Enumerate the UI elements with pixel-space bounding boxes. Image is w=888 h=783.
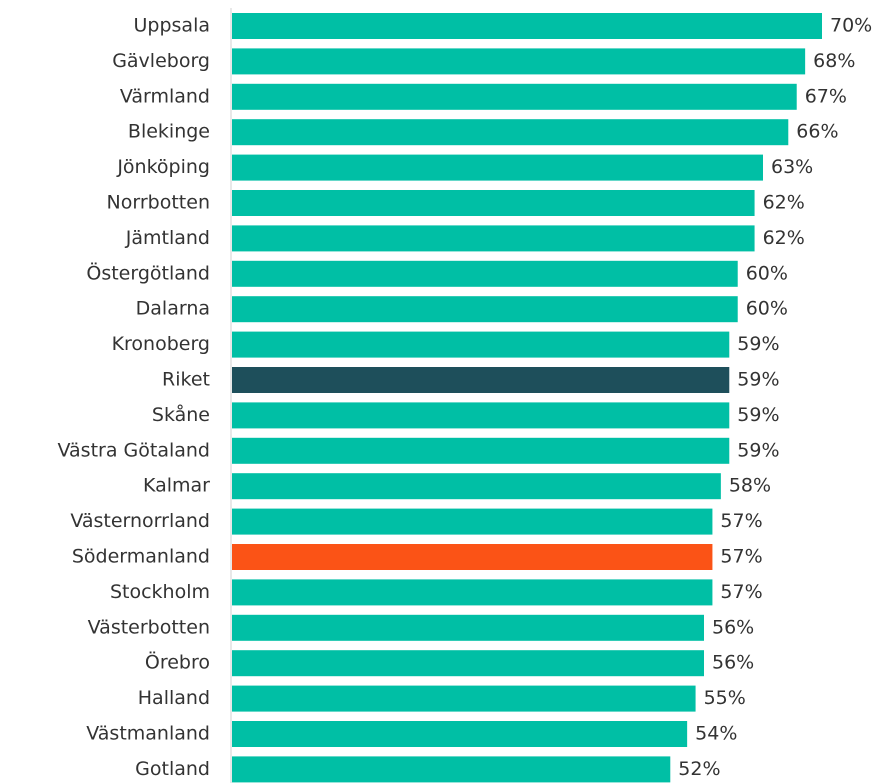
category-label: Gotland [135, 758, 210, 780]
category-label: Jönköping [116, 156, 210, 178]
bar [232, 260, 738, 287]
category-label: Norrbotten [107, 192, 210, 214]
value-label: 59% [737, 369, 779, 391]
category-label: Uppsala [134, 15, 211, 37]
bar [232, 544, 713, 570]
category-label: Västra Götaland [58, 439, 210, 461]
value-label: 54% [695, 723, 737, 745]
value-label: 66% [796, 121, 838, 143]
bar [232, 402, 730, 429]
bar [232, 154, 763, 181]
bar [232, 83, 797, 110]
category-label: Örebro [145, 651, 210, 674]
bar [232, 473, 721, 500]
value-label: 56% [712, 652, 754, 674]
category-label: Kalmar [143, 475, 210, 497]
value-label: 59% [737, 439, 779, 461]
bar [232, 756, 671, 783]
value-label: 57% [720, 546, 762, 568]
bar [232, 296, 738, 323]
value-label: 67% [805, 85, 847, 107]
category-label: Västmanland [86, 723, 210, 745]
value-label: 60% [746, 262, 788, 284]
category-label: Halland [138, 687, 210, 709]
bar [232, 721, 688, 747]
bar [232, 225, 755, 252]
category-label: Gävleborg [112, 50, 210, 72]
value-label: 62% [763, 192, 805, 214]
bar [232, 579, 713, 606]
value-label: 62% [763, 227, 805, 249]
category-label: Stockholm [110, 581, 210, 603]
value-label: 57% [720, 510, 762, 532]
bar [232, 367, 730, 393]
category-label: Jämtland [125, 227, 210, 249]
category-label: Östergötland [86, 261, 210, 284]
value-label: 56% [712, 616, 754, 638]
bar [232, 119, 789, 146]
category-label: Värmland [120, 85, 210, 107]
category-label: Västernorrland [70, 510, 210, 532]
value-label: 63% [771, 156, 813, 178]
category-label: Södermanland [72, 546, 210, 568]
category-label: Västerbotten [88, 616, 210, 638]
category-label: Kronoberg [112, 333, 210, 355]
bar [232, 614, 704, 641]
value-label: 58% [729, 475, 771, 497]
category-label: Blekinge [128, 121, 210, 143]
value-label: 70% [830, 15, 872, 37]
bar [232, 650, 704, 677]
value-label: 57% [720, 581, 762, 603]
bar [232, 437, 730, 464]
category-label: Skåne [152, 403, 210, 426]
value-label: 55% [704, 687, 746, 709]
value-label: 52% [678, 758, 720, 780]
category-label: Dalarna [136, 298, 210, 320]
bar [232, 331, 730, 358]
bar [232, 48, 806, 75]
value-label: 68% [813, 50, 855, 72]
value-label: 59% [737, 333, 779, 355]
bar [232, 190, 755, 216]
bar [232, 685, 696, 712]
category-label: Riket [162, 369, 210, 391]
value-label: 60% [746, 298, 788, 320]
bar [232, 13, 822, 39]
value-label: 59% [737, 404, 779, 426]
bar [232, 508, 713, 535]
